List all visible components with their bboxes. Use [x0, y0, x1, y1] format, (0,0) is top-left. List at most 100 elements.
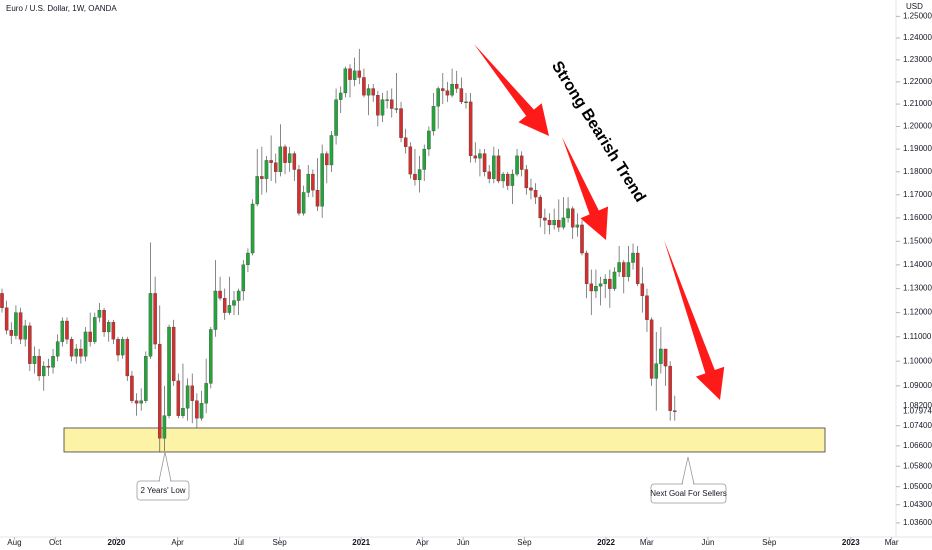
candle-body	[589, 283, 594, 292]
candle-body	[185, 385, 190, 409]
candle-body	[218, 290, 222, 299]
candle-body	[464, 101, 468, 104]
y-tick-label: 1.24000	[903, 33, 932, 42]
candle-body	[42, 365, 46, 377]
candle-body	[478, 153, 482, 159]
candle-body	[120, 339, 125, 356]
candle-body	[603, 278, 607, 284]
x-tick-label: Oct	[49, 538, 62, 547]
candle-body	[501, 173, 505, 182]
y-tick-label: 1.05000	[903, 482, 932, 491]
support-zone-group	[63, 427, 826, 453]
candle-body	[417, 169, 422, 180]
x-tick-label: Sep	[517, 538, 532, 547]
candle-body	[79, 348, 83, 357]
x-tick-label: Sep	[272, 538, 287, 547]
x-tick-label: Jun	[457, 538, 470, 547]
trend-arrow	[664, 240, 725, 400]
candle-body	[366, 88, 371, 96]
candle-body	[269, 160, 273, 163]
y-tick-label: 1.09000	[903, 381, 932, 390]
candle-body	[37, 356, 41, 377]
goal-callout: Next Goal For Sellers	[650, 456, 727, 504]
candle-body	[241, 264, 246, 292]
y-tick-label: 1.13000	[903, 284, 932, 293]
candle-body	[111, 322, 116, 340]
candle-body	[250, 203, 255, 254]
candle-body	[222, 298, 227, 313]
candle-body	[654, 363, 658, 379]
candle-body	[260, 176, 264, 179]
candle-body	[28, 325, 32, 364]
candle-body	[125, 339, 130, 377]
candle-body	[69, 339, 74, 357]
y-tick-label: 1.06600	[903, 441, 932, 450]
candle-body	[519, 155, 524, 170]
candle-body	[320, 153, 324, 207]
candle-body	[167, 326, 171, 416]
candle-body	[580, 224, 584, 254]
x-tick-label: 2021	[352, 538, 370, 547]
candle-body	[468, 101, 473, 157]
candle-body	[594, 286, 598, 292]
candle-body	[496, 155, 501, 182]
candle-body	[139, 400, 143, 404]
candle-body	[510, 173, 515, 186]
candle-body	[190, 385, 194, 401]
candle-body	[640, 283, 645, 296]
candle-body	[482, 153, 487, 172]
candle-body	[315, 190, 320, 207]
candle-body	[608, 278, 612, 289]
candle-body	[390, 99, 394, 109]
x-tick-label: Jul	[234, 538, 244, 547]
candle-body	[538, 196, 542, 219]
candle-body	[209, 329, 213, 384]
candle-body	[663, 348, 668, 367]
x-tick-label: Mar	[885, 538, 899, 547]
candle-body	[399, 108, 403, 138]
price-label: 1.08200	[903, 401, 932, 410]
x-tick-label: 2022	[597, 538, 615, 547]
candle-body	[487, 171, 491, 179]
candle-body	[278, 146, 283, 172]
y-tick-label: 1.10000	[903, 356, 932, 365]
candle-body	[352, 70, 357, 80]
y-tick-label: 1.11000	[903, 332, 932, 341]
y-tick-label: 1.23000	[903, 55, 932, 64]
candle-body	[626, 262, 631, 277]
candle-body	[55, 341, 60, 357]
candle-body	[649, 319, 654, 379]
candle-body	[635, 252, 640, 284]
candle-body	[612, 271, 617, 289]
candle-body	[32, 356, 37, 364]
candle-body	[338, 92, 343, 100]
price-label: 1.07974	[903, 406, 932, 415]
callout-text: 2 Years' Low	[140, 486, 185, 495]
candle-body	[246, 252, 250, 265]
candle-body	[93, 317, 97, 342]
candle-body	[413, 173, 417, 180]
candle-body	[274, 162, 278, 172]
x-tick-label: Sep	[762, 538, 777, 547]
candle-body	[181, 408, 185, 416]
candle-body	[264, 160, 269, 179]
trend-arrow	[562, 137, 609, 240]
x-tick-label: 2020	[108, 538, 126, 547]
candle-body	[645, 295, 649, 320]
candle-body	[376, 95, 380, 116]
candle-body	[106, 322, 111, 333]
candle-body	[227, 305, 232, 313]
candle-body	[102, 310, 106, 333]
candle-body	[524, 169, 529, 189]
x-tick-label: Apr	[416, 538, 429, 547]
candle-body	[668, 365, 672, 411]
y-tick-label: 1.04300	[903, 500, 932, 509]
y-tick-label: 1.18000	[903, 167, 932, 176]
candle-body	[622, 262, 626, 277]
candle-body	[46, 365, 51, 368]
candle-body	[199, 403, 204, 419]
candle-body	[130, 375, 134, 401]
candle-body	[14, 312, 18, 336]
